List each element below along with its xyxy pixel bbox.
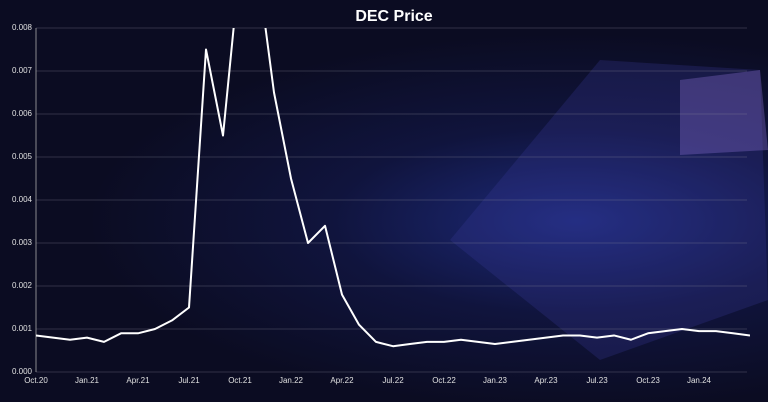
y-tick-label: 0.004: [12, 195, 33, 204]
x-tick-label: Jan.23: [483, 376, 508, 385]
background-shape: [680, 70, 768, 155]
y-tick-label: 0.002: [12, 281, 33, 290]
x-tick-label: Jan.24: [687, 376, 712, 385]
x-tick-label: Apr.22: [330, 376, 354, 385]
x-tick-label: Jul.21: [178, 376, 200, 385]
y-tick-label: 0.003: [12, 238, 33, 247]
data-line: [36, 28, 750, 348]
chart-title: DEC Price: [355, 8, 432, 25]
x-tick-label: Jan.21: [75, 376, 100, 385]
y-tick-label: 0.001: [12, 324, 33, 333]
x-tick-label: Oct.22: [432, 376, 456, 385]
x-tick-label: Apr.23: [534, 376, 558, 385]
y-tick-label: 0.000: [12, 367, 33, 376]
x-tick-label: Jan.22: [279, 376, 304, 385]
y-tick-label: 0.006: [12, 109, 33, 118]
background-shape: [450, 60, 768, 360]
x-tick-label: Jul.23: [586, 376, 608, 385]
x-tick-label: Jul.22: [382, 376, 404, 385]
y-tick-label: 0.008: [12, 23, 33, 32]
x-tick-label: Apr.21: [126, 376, 150, 385]
x-tick-label: Oct.21: [228, 376, 252, 385]
x-tick-label: Oct.20: [24, 376, 48, 385]
y-tick-label: 0.007: [12, 66, 33, 75]
x-tick-label: Oct.23: [636, 376, 660, 385]
y-tick-label: 0.005: [12, 152, 33, 161]
